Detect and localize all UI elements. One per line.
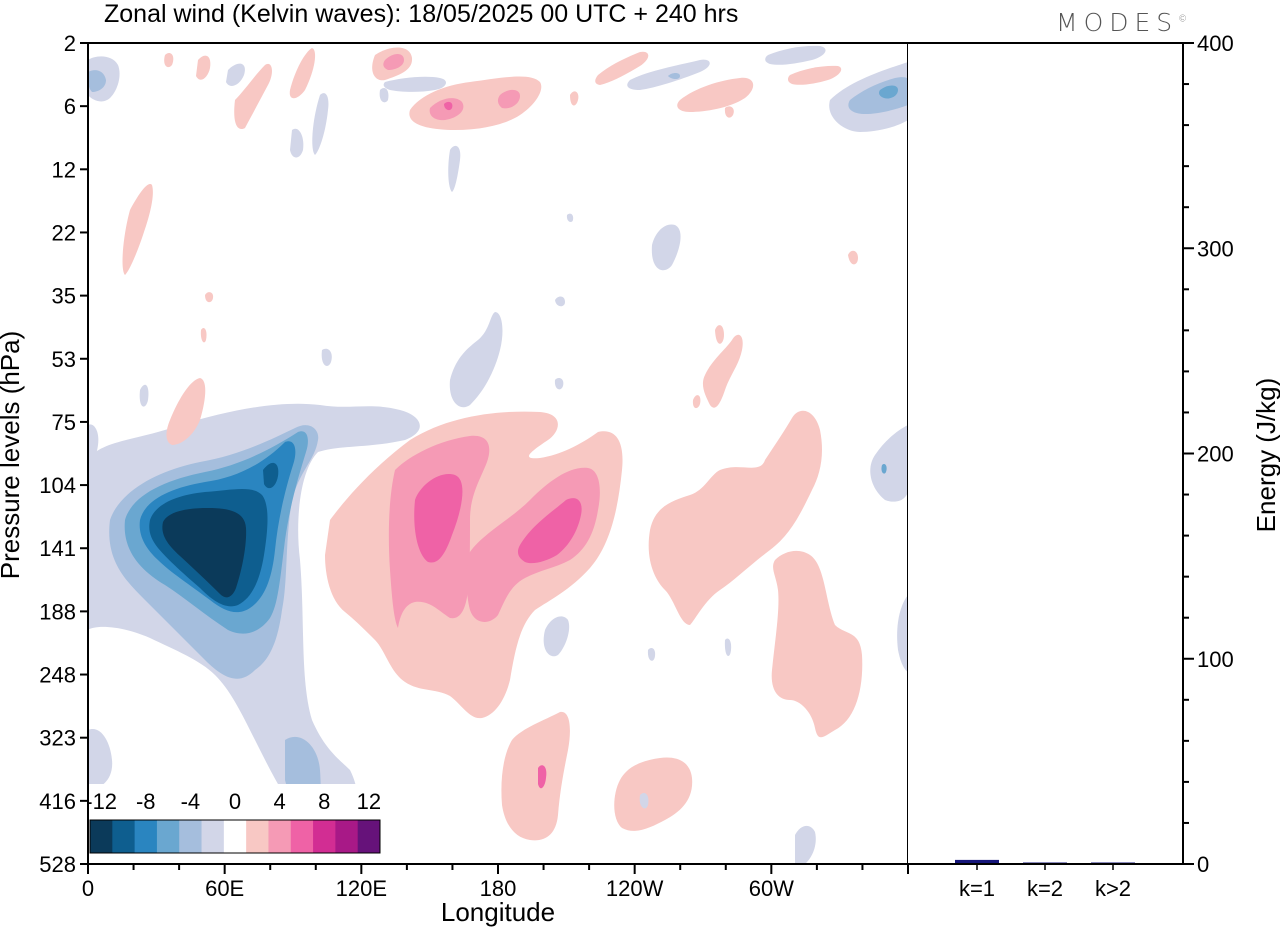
pressure-tick-label: 104 bbox=[39, 473, 76, 498]
wavenumber-label: k=1 bbox=[959, 876, 995, 901]
colorbar-label: 4 bbox=[273, 789, 285, 814]
x-axis-label: Longitude bbox=[441, 897, 555, 927]
pressure-tick-label: 22 bbox=[52, 220, 76, 245]
colorbar-label: 8 bbox=[318, 789, 330, 814]
mid-level-features bbox=[88, 184, 887, 864]
wavenumber-labels: k=1 k=2 k>2 bbox=[959, 864, 1131, 901]
colorbar-swatch bbox=[134, 820, 158, 853]
colorbar-swatch bbox=[179, 820, 203, 853]
colorbar-swatch bbox=[335, 820, 359, 853]
negative-anomaly-60e bbox=[88, 403, 420, 840]
pressure-tick-label: 53 bbox=[52, 347, 76, 372]
positive-anomaly-dateline bbox=[325, 411, 623, 719]
energy-panel bbox=[908, 43, 1183, 864]
colorbar-swatch bbox=[201, 820, 225, 853]
colorbar-swatch bbox=[223, 820, 247, 853]
pressure-tick-label: 2 bbox=[64, 31, 76, 56]
pressure-tick-label: 248 bbox=[39, 663, 76, 688]
colorbar-label: -12 bbox=[85, 789, 117, 814]
colorbar-swatch bbox=[290, 820, 314, 853]
colorbar-swatch bbox=[357, 820, 381, 853]
colorbar-swatch bbox=[156, 820, 180, 853]
energy-bar bbox=[955, 859, 999, 864]
pressure-tick-label: 188 bbox=[39, 599, 76, 624]
colorbar-label: 0 bbox=[229, 789, 241, 814]
colorbar-label: -4 bbox=[181, 789, 201, 814]
longitude-tick-label: 120E bbox=[336, 876, 387, 901]
y-axis-label: Pressure levels (hPa) bbox=[0, 331, 25, 580]
energy-tick-label: 0 bbox=[1197, 852, 1209, 877]
negative-anomaly-east-edge bbox=[870, 425, 908, 502]
colorbar-swatch bbox=[268, 820, 292, 853]
colorbar: -12 -8 -4 0 4 8 12 bbox=[85, 784, 385, 864]
pressure-tick-label: 323 bbox=[39, 726, 76, 751]
pressure-axis: 2 6 12 22 35 53 75 104 141 188 248 323 416 528 bbox=[39, 31, 88, 877]
positive-anomaly-lower bbox=[501, 711, 693, 841]
pressure-tick-label: 75 bbox=[52, 410, 76, 435]
longitude-tick-label: 60W bbox=[749, 876, 794, 901]
stratosphere-features bbox=[88, 45, 908, 192]
energy-axis: 0 100 200 300 400 bbox=[1183, 31, 1234, 877]
longitude-tick-label: 180 bbox=[480, 876, 517, 901]
colorbar-swatch bbox=[112, 820, 136, 853]
colorbar-label: 12 bbox=[357, 789, 381, 814]
pressure-tick-label: 6 bbox=[64, 94, 76, 119]
wavenumber-label: k>2 bbox=[1095, 876, 1131, 901]
energy-tick-label: 300 bbox=[1197, 236, 1234, 261]
pressure-tick-label: 141 bbox=[39, 536, 76, 561]
longitude-axis: 0 60E 120E 180 120W 60W bbox=[82, 864, 909, 901]
longitude-tick-label: 60E bbox=[205, 876, 244, 901]
colorbar-label: -8 bbox=[136, 789, 156, 814]
positive-anomaly-east bbox=[648, 334, 863, 738]
colorbar-swatch bbox=[313, 820, 336, 853]
pressure-tick-label: 35 bbox=[52, 284, 76, 309]
pressure-tick-label: 528 bbox=[39, 852, 76, 877]
pressure-tick-label: 416 bbox=[39, 789, 76, 814]
longitude-tick-label: 120W bbox=[606, 876, 664, 901]
longitude-tick-label: 0 bbox=[82, 876, 94, 901]
wavenumber-label: k=2 bbox=[1027, 876, 1063, 901]
chart-title: Zonal wind (Kelvin waves): 18/05/2025 00… bbox=[104, 0, 738, 28]
contour-field: -12 -8 -4 0 4 8 12 bbox=[85, 43, 908, 864]
energy-tick-label: 100 bbox=[1197, 647, 1234, 672]
energy-tick-label: 200 bbox=[1197, 442, 1234, 467]
colorbar-swatch bbox=[90, 820, 113, 853]
energy-axis-label: Energy (J/kg) bbox=[1251, 378, 1280, 533]
colorbar-swatch bbox=[246, 820, 269, 853]
modes-logo: MODES© bbox=[1056, 8, 1188, 37]
energy-tick-label: 400 bbox=[1197, 31, 1234, 56]
pressure-tick-label: 12 bbox=[52, 157, 76, 182]
